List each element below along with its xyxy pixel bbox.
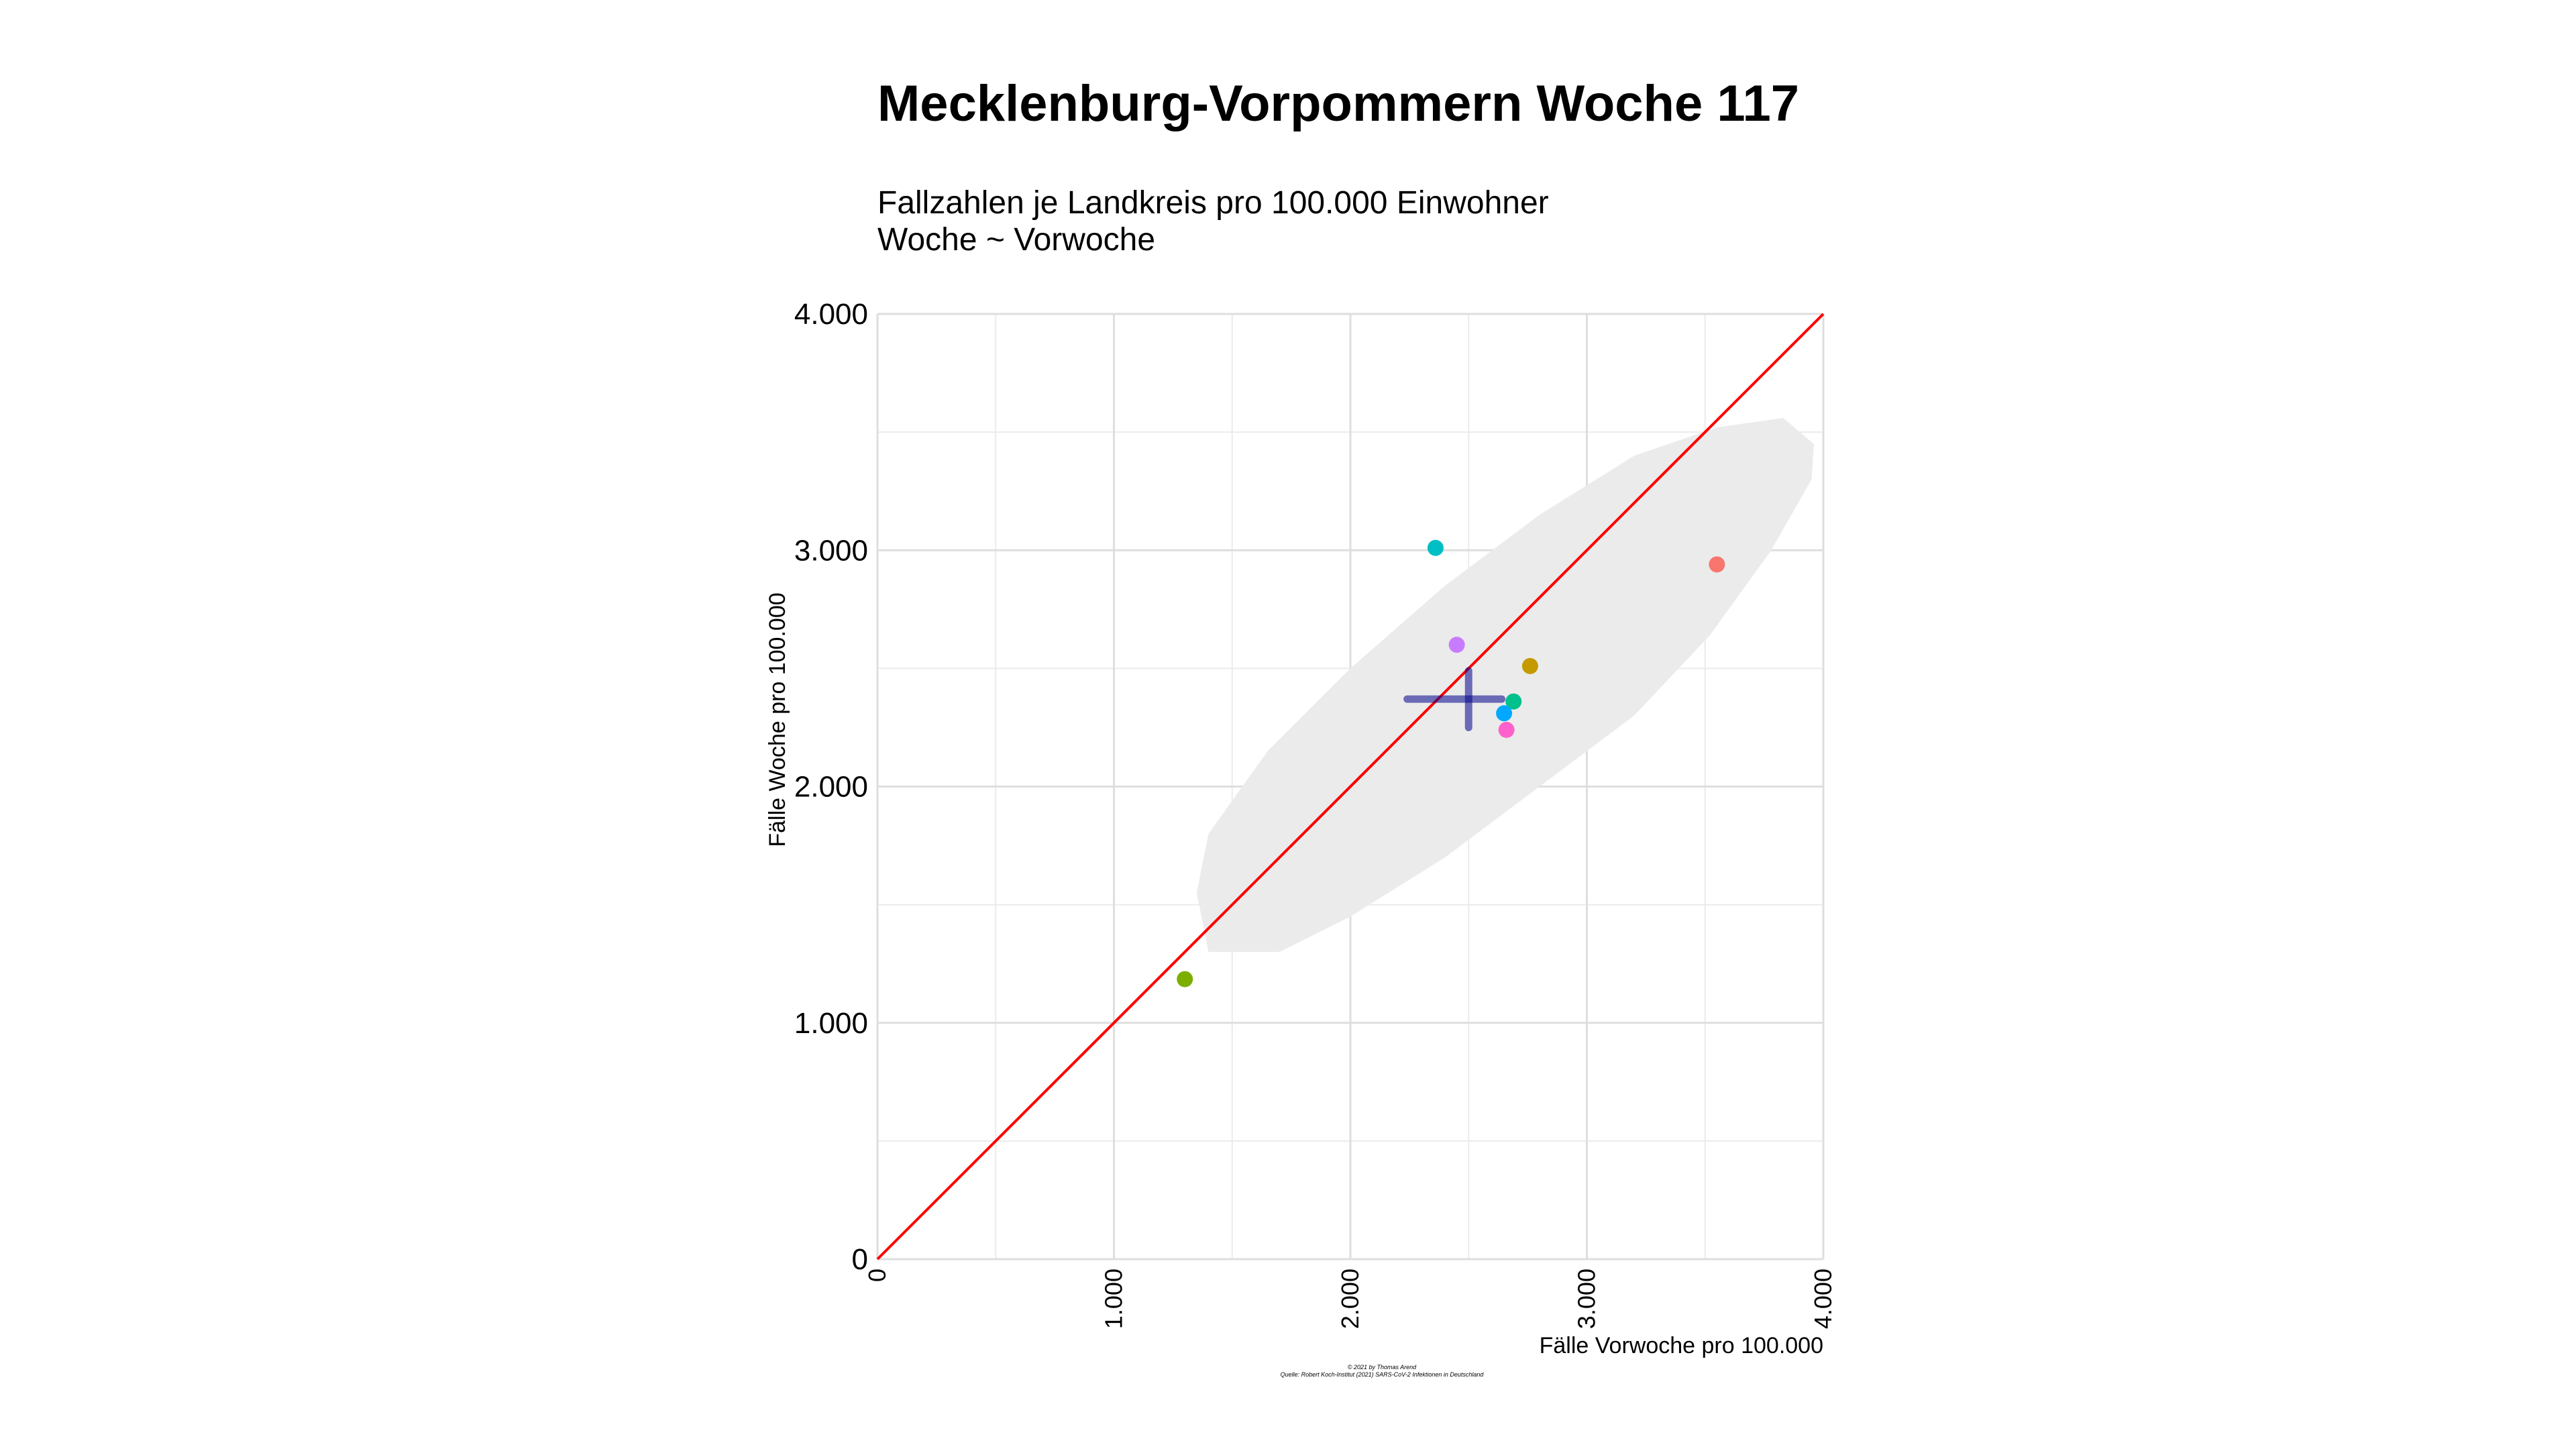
data-point	[1448, 637, 1465, 653]
y-tick-label: 4.000	[794, 298, 868, 331]
reference-line-layer	[876, 313, 1825, 1260]
data-point	[1498, 721, 1515, 738]
caption-line-2: Quelle: Robert Koch-Institut (2021) SARS…	[1281, 1371, 1485, 1378]
data-points	[1177, 539, 1725, 987]
data-point	[1427, 539, 1444, 556]
data-point	[1496, 705, 1513, 722]
x-tick-label: 0	[863, 1269, 891, 1282]
y-tick-label: 3.000	[794, 534, 868, 567]
y-tick-label: 1.000	[794, 1007, 868, 1040]
y-axis-label: Fälle Woche pro 100.000	[765, 592, 790, 847]
x-tick-label: 4.000	[1809, 1269, 1837, 1329]
data-point	[1521, 657, 1538, 674]
data-point	[1177, 971, 1193, 987]
y-tick-label: 0	[852, 1243, 868, 1276]
confidence-ellipse	[1196, 418, 1814, 953]
x-axis-label: Fälle Vorwoche pro 100.000	[1540, 1333, 1823, 1358]
data-point	[1505, 693, 1522, 710]
identity-reference-line	[876, 313, 1825, 1260]
y-axis-ticks: 0 1.000 2.000 3.000 4.000	[794, 298, 868, 1276]
x-tick-label: 2.000	[1336, 1269, 1364, 1329]
mean-marker-layer	[1403, 667, 1506, 731]
x-tick-label: 1.000	[1100, 1269, 1128, 1329]
chart-caption: © 2021 by Thomas Arend Quelle: Robert Ko…	[1281, 1364, 1485, 1378]
data-point	[1709, 556, 1725, 573]
confidence-ellipse-layer	[1196, 418, 1814, 953]
caption-line-1: © 2021 by Thomas Arend	[1348, 1364, 1417, 1371]
chart-subtitle-line-1: Fallzahlen je Landkreis pro 100.000 Einw…	[877, 185, 1549, 221]
chart-subtitle-line-2: Woche ~ Vorwoche	[877, 222, 1155, 258]
x-tick-label: 3.000	[1573, 1269, 1601, 1329]
x-axis-ticks: 0 1.000 2.000 3.000 4.000	[863, 1269, 1837, 1329]
grid-lines	[876, 313, 1825, 1260]
chart-title: Mecklenburg-Vorpommern Woche 117	[877, 75, 1799, 132]
y-tick-label: 2.000	[794, 771, 868, 804]
chart-titles: Mecklenburg-Vorpommern Woche 117 Fallzah…	[877, 75, 1799, 258]
